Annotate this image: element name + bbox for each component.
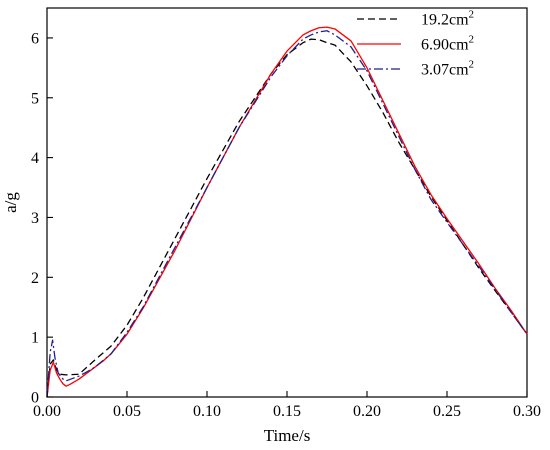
x-tick-label: 0.00 — [33, 403, 61, 420]
series-line-2 — [46, 26, 528, 398]
series-line-3 — [46, 30, 528, 398]
x-axis: 0.00 0.05 0.10 0.15 0.20 0.25 0.30 — [33, 391, 541, 420]
y-tick-label: 4 — [31, 150, 39, 167]
x-tick-label: 0.30 — [513, 403, 541, 420]
y-tick-label: 3 — [31, 210, 39, 227]
x-tick-label: 0.25 — [433, 403, 461, 420]
legend: 19.2cm2 6.90cm2 3.07cm2 — [357, 9, 474, 79]
x-tick-label: 0.15 — [273, 403, 301, 420]
y-tick-label: 1 — [31, 330, 39, 347]
y-axis-title: a/g — [1, 192, 20, 213]
y-axis: 0 1 2 3 4 5 6 — [31, 30, 53, 407]
legend-label-1: 19.2cm2 — [421, 9, 474, 29]
x-tick-label: 0.20 — [353, 403, 381, 420]
x-axis-title: Time/s — [264, 426, 311, 445]
y-tick-label: 0 — [31, 390, 39, 407]
series-layer — [46, 26, 528, 398]
x-tick-label: 0.10 — [193, 403, 221, 420]
series-line-1 — [46, 38, 528, 398]
y-tick-label: 5 — [31, 90, 39, 107]
legend-label-2: 6.90cm2 — [421, 34, 474, 54]
x-tick-label: 0.05 — [113, 403, 141, 420]
legend-label-3: 3.07cm2 — [421, 59, 474, 79]
y-tick-label: 6 — [31, 30, 39, 47]
y-tick-label: 2 — [31, 270, 39, 287]
